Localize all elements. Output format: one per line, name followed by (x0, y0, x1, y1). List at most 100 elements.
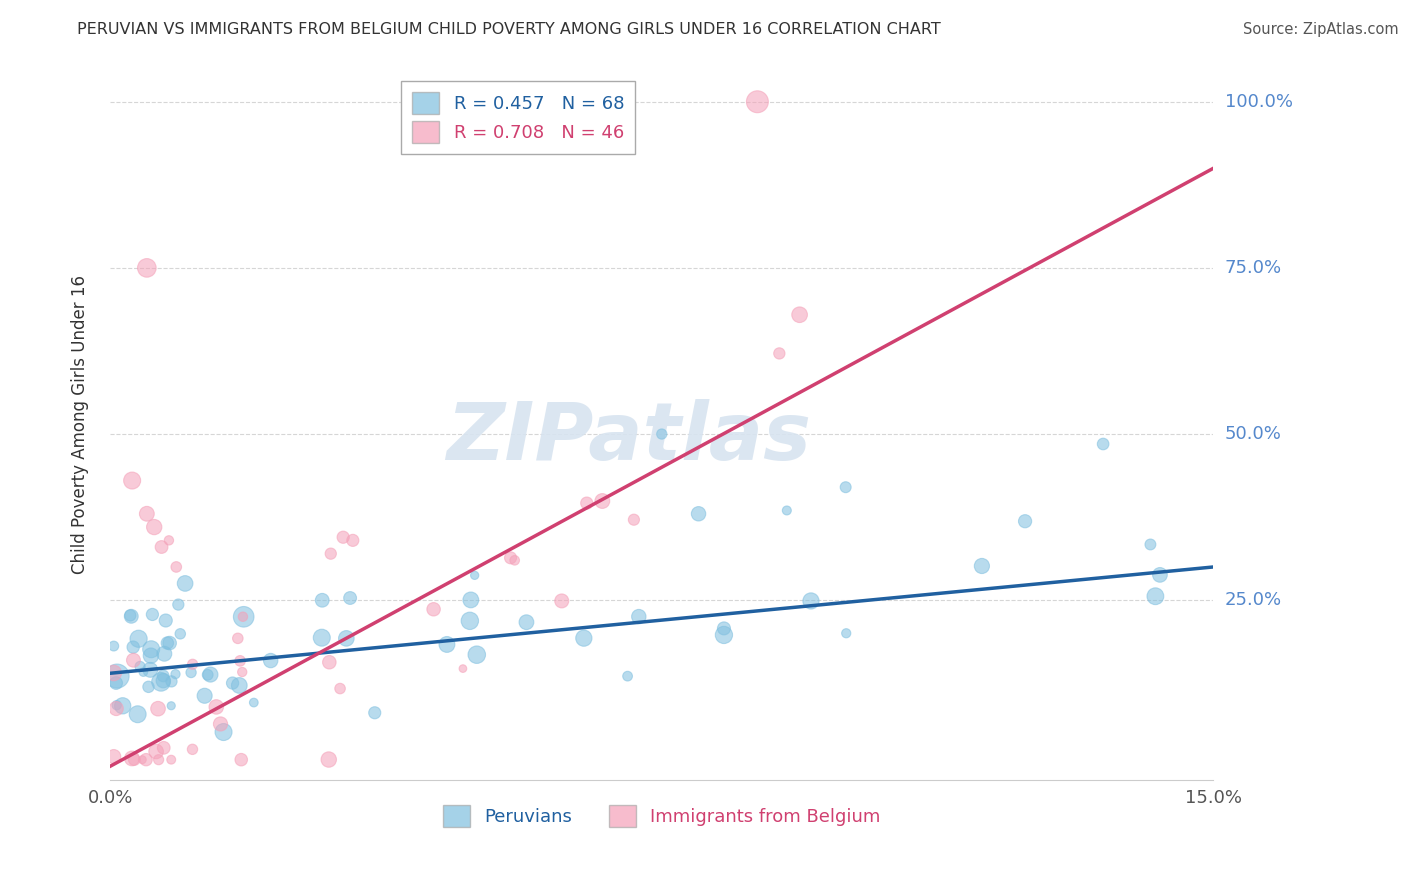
Point (160, 753, 183, 767)
Point (800, 594, 823, 608)
Point (311, 593, 333, 607)
Point (105, 698, 128, 713)
Point (789, 308, 811, 322)
Point (623, 513, 645, 527)
Point (121, 751, 143, 765)
Point (688, 507, 710, 521)
Text: PERUVIAN VS IMMIGRANTS FROM BELGIUM CHILD POVERTY AMONG GIRLS UNDER 16 CORRELATI: PERUVIAN VS IMMIGRANTS FROM BELGIUM CHIL… (77, 22, 941, 37)
Point (105, 701, 128, 715)
Point (713, 621, 735, 635)
Point (229, 654, 252, 668)
Point (1014, 514, 1036, 528)
Point (165, 560, 187, 574)
Point (318, 753, 340, 767)
Point (205, 700, 228, 714)
Point (591, 494, 613, 508)
Point (139, 663, 162, 677)
Point (572, 631, 595, 645)
Point (127, 707, 149, 722)
Point (768, 346, 790, 360)
Point (132, 665, 155, 679)
Point (200, 667, 222, 681)
Point (169, 627, 191, 641)
Point (1092, 437, 1115, 451)
Point (232, 609, 254, 624)
Point (160, 674, 183, 689)
Point (713, 628, 735, 642)
Text: 100.0%: 100.0% (1225, 93, 1292, 111)
Point (260, 654, 283, 668)
Point (226, 632, 249, 646)
Point (129, 659, 152, 673)
Point (228, 678, 250, 692)
Point (335, 632, 357, 646)
Point (174, 576, 197, 591)
Point (153, 647, 176, 661)
Point (458, 614, 481, 628)
Point (150, 540, 173, 554)
Point (311, 631, 333, 645)
Point (152, 669, 174, 683)
Point (139, 648, 162, 663)
Point (1144, 589, 1167, 603)
Point (160, 698, 183, 713)
Point (138, 680, 160, 694)
Point (148, 753, 170, 767)
Point (131, 753, 153, 767)
Text: 75.0%: 75.0% (1225, 259, 1282, 277)
Point (834, 480, 856, 494)
Point (135, 753, 157, 767)
Point (145, 744, 167, 758)
Point (181, 742, 204, 756)
Point (243, 696, 266, 710)
Point (181, 657, 204, 672)
Point (747, 95, 769, 109)
Point (135, 260, 157, 275)
Point (422, 602, 444, 616)
Point (499, 550, 522, 565)
Point (515, 615, 537, 630)
Point (103, 639, 125, 653)
Point (156, 636, 179, 650)
Point (231, 753, 253, 767)
Point (436, 637, 458, 651)
Point (167, 598, 190, 612)
Legend: Peruvians, Immigrants from Belgium: Peruvians, Immigrants from Belgium (436, 798, 887, 835)
Y-axis label: Child Poverty Among Girls Under 16: Child Poverty Among Girls Under 16 (72, 275, 89, 574)
Point (651, 427, 673, 442)
Point (122, 640, 145, 654)
Point (551, 594, 574, 608)
Point (319, 547, 342, 561)
Point (194, 689, 217, 703)
Point (135, 507, 157, 521)
Point (121, 474, 143, 488)
Point (122, 653, 145, 667)
Point (155, 614, 177, 628)
Point (146, 702, 169, 716)
Point (464, 568, 486, 582)
Point (1139, 537, 1161, 551)
Point (209, 717, 232, 731)
Point (212, 725, 235, 739)
Point (221, 676, 243, 690)
Point (150, 674, 173, 689)
Point (339, 591, 361, 605)
Point (460, 593, 482, 607)
Point (120, 608, 142, 623)
Point (141, 642, 163, 657)
Point (776, 503, 799, 517)
Point (143, 520, 166, 534)
Point (103, 665, 125, 680)
Point (231, 665, 253, 679)
Point (120, 609, 142, 624)
Point (342, 533, 364, 548)
Point (332, 530, 354, 544)
Point (465, 648, 488, 662)
Point (232, 609, 254, 624)
Point (329, 681, 352, 696)
Point (152, 673, 174, 688)
Text: 25.0%: 25.0% (1225, 591, 1282, 609)
Point (152, 740, 174, 755)
Point (180, 665, 202, 680)
Point (122, 753, 145, 767)
